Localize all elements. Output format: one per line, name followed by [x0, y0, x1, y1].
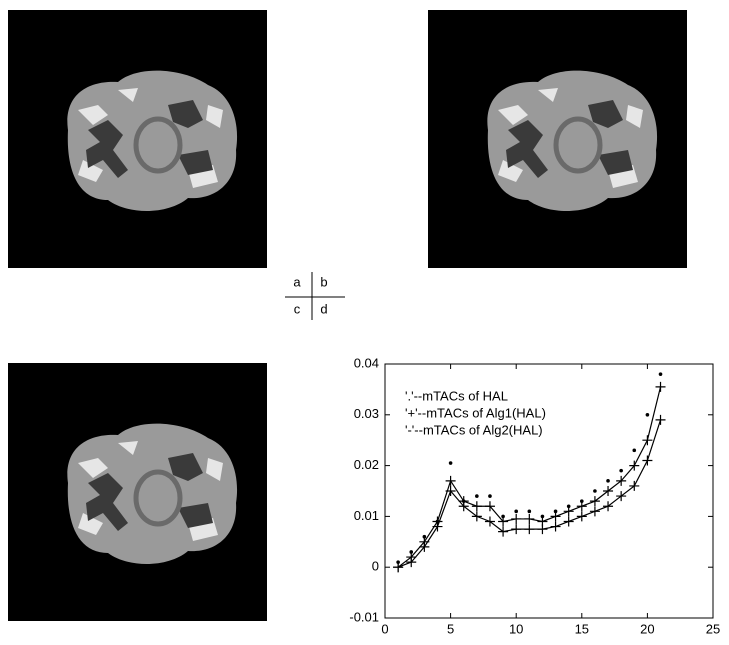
data-point: [484, 501, 495, 512]
data-point: [524, 524, 535, 535]
y-tick-label: 0.03: [354, 406, 379, 421]
legend-entry: '+'--mTACs of Alg1(HAL): [405, 405, 546, 420]
x-tick-label: 15: [575, 621, 589, 636]
data-point: [514, 509, 518, 514]
data-point: [471, 501, 482, 512]
data-point: [445, 486, 456, 496]
x-tick-label: 25: [706, 621, 720, 636]
data-point: [432, 521, 443, 532]
data-point: [511, 513, 522, 524]
data-point: [475, 494, 479, 498]
data-point: [642, 435, 653, 446]
data-point: [540, 514, 545, 519]
data-point: [606, 479, 610, 483]
data-point: [655, 381, 666, 392]
data-point: [563, 516, 574, 527]
data-point: [642, 455, 653, 466]
data-point: [576, 511, 587, 522]
y-tick-label: -0.01: [349, 609, 379, 624]
data-point: [593, 489, 597, 493]
x-tick-label: 20: [640, 621, 654, 636]
data-point: [629, 460, 640, 471]
image-c: [8, 363, 267, 621]
data-point: [537, 524, 548, 535]
data-point: [396, 560, 400, 564]
panel-label: d: [320, 301, 327, 316]
data-point: [445, 475, 456, 486]
data-point: [603, 486, 614, 496]
x-tick-label: 5: [447, 621, 454, 636]
data-point: [566, 504, 571, 509]
x-tick-label: 0: [381, 621, 388, 636]
data-point: [632, 448, 637, 453]
data-point: [524, 513, 535, 524]
panel-label: a: [293, 274, 301, 289]
plot-frame: [384, 363, 714, 619]
data-point: [488, 494, 492, 498]
legend-entry: '-'--mTACs of Alg2(HAL): [405, 422, 543, 437]
data-point: [422, 534, 427, 539]
data-point: [550, 511, 561, 522]
image-b: [428, 10, 687, 268]
y-tick-label: 0.01: [354, 508, 379, 523]
data-point: [498, 516, 509, 527]
data-point: [471, 511, 482, 522]
data-point: [448, 461, 453, 465]
data-point: [658, 372, 663, 376]
data-point: [393, 562, 404, 573]
data-point: [553, 509, 558, 514]
data-point: [484, 516, 495, 527]
data-point: [576, 501, 587, 512]
data-point: [498, 526, 509, 537]
data-point: [527, 509, 532, 514]
data-point: [406, 557, 417, 568]
data-point: [419, 541, 430, 552]
y-tick-label: 0: [372, 559, 379, 574]
image-a: [8, 10, 267, 268]
panel-label: b: [320, 274, 327, 289]
panel-label: c: [294, 301, 301, 316]
data-point: [458, 501, 469, 512]
data-point: [589, 496, 600, 507]
y-tick-label: 0.04: [354, 355, 379, 370]
x-tick-label: 10: [509, 621, 523, 636]
data-point: [511, 524, 522, 535]
data-point: [655, 414, 666, 425]
data-point: [589, 506, 600, 517]
data-point: [580, 499, 584, 503]
data-point: [645, 413, 650, 417]
data-point: [550, 521, 561, 532]
data-point: [563, 506, 574, 517]
data-point: [616, 475, 627, 486]
data-point: [603, 501, 614, 512]
data-point: [619, 468, 623, 473]
data-point: [409, 550, 414, 554]
data-point: [616, 491, 627, 502]
y-tick-label: 0.02: [354, 457, 379, 472]
legend-entry: '.'--mTACs of HAL: [405, 388, 508, 403]
data-point: [629, 480, 640, 491]
data-point: [501, 514, 505, 519]
